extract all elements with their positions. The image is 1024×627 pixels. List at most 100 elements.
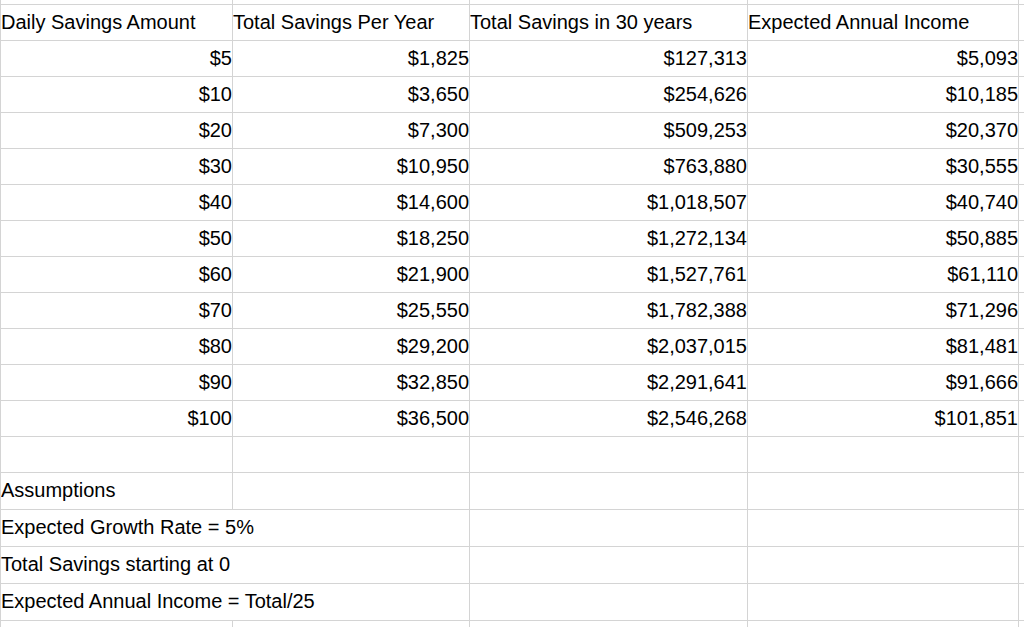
table-row: $60 $21,900 $1,527,761 $61,110 (1, 256, 1024, 292)
cell-30-years[interactable]: $254,626 (470, 76, 748, 112)
cell-daily-savings[interactable]: $30 (1, 148, 233, 184)
partial-row-bottom (1, 620, 1024, 627)
table-row: $5 $1,825 $127,313 $5,093 (1, 40, 1024, 76)
cell (1019, 509, 1024, 546)
assumptions-label[interactable]: Assumptions (1, 472, 233, 509)
cell-annual-income[interactable]: $71,296 (748, 292, 1019, 328)
cell-30-years[interactable]: $509,253 (470, 112, 748, 148)
cell-daily-savings[interactable]: $5 (1, 40, 233, 76)
cell-daily-savings[interactable]: $10 (1, 76, 233, 112)
cell (1019, 472, 1024, 509)
cell (1019, 256, 1024, 292)
cell (1019, 620, 1024, 627)
cell-30-years[interactable]: $2,037,015 (470, 328, 748, 364)
cell-daily-savings[interactable]: $70 (1, 292, 233, 328)
cell-annual-income[interactable]: $101,851 (748, 400, 1019, 436)
cell[interactable] (470, 583, 748, 620)
table-row: $50 $18,250 $1,272,134 $50,885 (1, 220, 1024, 256)
cell-per-year[interactable]: $18,250 (233, 220, 470, 256)
cell-daily-savings[interactable]: $20 (1, 112, 233, 148)
cell-per-year[interactable]: $3,650 (233, 76, 470, 112)
cell (1019, 583, 1024, 620)
table-row: $10 $3,650 $254,626 $10,185 (1, 76, 1024, 112)
cell-annual-income[interactable]: $61,110 (748, 256, 1019, 292)
cell[interactable] (233, 472, 470, 509)
cell-30-years[interactable]: $127,313 (470, 40, 748, 76)
cell-annual-income[interactable]: $10,185 (748, 76, 1019, 112)
header-cell-30-years[interactable]: Total Savings in 30 years (470, 4, 748, 40)
cell-per-year[interactable]: $10,950 (233, 148, 470, 184)
cell-per-year[interactable]: $1,825 (233, 40, 470, 76)
cell-30-years[interactable]: $1,272,134 (470, 220, 748, 256)
assumption-starting-savings[interactable]: Total Savings starting at 0 (1, 546, 470, 583)
table-row: $80 $29,200 $2,037,015 $81,481 (1, 328, 1024, 364)
cell-annual-income[interactable]: $5,093 (748, 40, 1019, 76)
cell-per-year[interactable]: $29,200 (233, 328, 470, 364)
cell-annual-income[interactable]: $91,666 (748, 364, 1019, 400)
cell-30-years[interactable]: $1,782,388 (470, 292, 748, 328)
cell (1019, 364, 1024, 400)
cell-30-years[interactable]: $2,546,268 (470, 400, 748, 436)
cell-30-years[interactable]: $1,527,761 (470, 256, 748, 292)
cell-30-years[interactable]: $763,880 (470, 148, 748, 184)
cell (1019, 4, 1024, 40)
cell (1019, 184, 1024, 220)
cell (1019, 400, 1024, 436)
header-cell-daily-savings[interactable]: Daily Savings Amount (1, 4, 233, 40)
cell[interactable] (748, 509, 1019, 546)
cell-per-year[interactable]: $21,900 (233, 256, 470, 292)
cell[interactable] (748, 546, 1019, 583)
cell-per-year[interactable]: $25,550 (233, 292, 470, 328)
assumption-row-starting-savings: Total Savings starting at 0 (1, 546, 1024, 583)
cell[interactable] (470, 436, 748, 472)
cell-daily-savings[interactable]: $60 (1, 256, 233, 292)
cell-per-year[interactable]: $32,850 (233, 364, 470, 400)
cell[interactable] (748, 436, 1019, 472)
cell (1019, 76, 1024, 112)
cell[interactable] (748, 583, 1019, 620)
cell (1, 620, 233, 627)
assumption-growth-rate[interactable]: Expected Growth Rate = 5% (1, 509, 470, 546)
cell-per-year[interactable]: $14,600 (233, 184, 470, 220)
table-row: $40 $14,600 $1,018,507 $40,740 (1, 184, 1024, 220)
cell (1019, 436, 1024, 472)
spreadsheet-grid: Daily Savings Amount Total Savings Per Y… (0, 0, 1024, 627)
assumption-income-formula[interactable]: Expected Annual Income = Total/25 (1, 583, 470, 620)
cell (1019, 546, 1024, 583)
assumptions-header-row: Assumptions (1, 472, 1024, 509)
cell (1019, 292, 1024, 328)
cell[interactable] (470, 546, 748, 583)
cell-daily-savings[interactable]: $90 (1, 364, 233, 400)
cell-per-year[interactable]: $36,500 (233, 400, 470, 436)
table-row: $100 $36,500 $2,546,268 $101,851 (1, 400, 1024, 436)
table-row: $20 $7,300 $509,253 $20,370 (1, 112, 1024, 148)
cell[interactable] (470, 509, 748, 546)
cell-daily-savings[interactable]: $100 (1, 400, 233, 436)
assumption-row-income-formula: Expected Annual Income = Total/25 (1, 583, 1024, 620)
cell[interactable] (233, 436, 470, 472)
header-row: Daily Savings Amount Total Savings Per Y… (1, 4, 1024, 40)
table-row: $90 $32,850 $2,291,641 $91,666 (1, 364, 1024, 400)
cell (1019, 220, 1024, 256)
cell (1019, 40, 1024, 76)
cell-daily-savings[interactable]: $50 (1, 220, 233, 256)
empty-row (1, 436, 1024, 472)
cell-30-years[interactable]: $2,291,641 (470, 364, 748, 400)
cell[interactable] (748, 472, 1019, 509)
cell-30-years[interactable]: $1,018,507 (470, 184, 748, 220)
cell-daily-savings[interactable]: $40 (1, 184, 233, 220)
header-cell-per-year[interactable]: Total Savings Per Year (233, 4, 470, 40)
cell-annual-income[interactable]: $30,555 (748, 148, 1019, 184)
cell (1019, 328, 1024, 364)
cell-annual-income[interactable]: $81,481 (748, 328, 1019, 364)
cell (470, 620, 748, 627)
cell-annual-income[interactable]: $50,885 (748, 220, 1019, 256)
cell-annual-income[interactable]: $40,740 (748, 184, 1019, 220)
table-row: $30 $10,950 $763,880 $30,555 (1, 148, 1024, 184)
cell-annual-income[interactable]: $20,370 (748, 112, 1019, 148)
header-cell-annual-income[interactable]: Expected Annual Income (748, 4, 1019, 40)
cell-per-year[interactable]: $7,300 (233, 112, 470, 148)
cell-daily-savings[interactable]: $80 (1, 328, 233, 364)
cell[interactable] (470, 472, 748, 509)
cell[interactable] (1, 436, 233, 472)
